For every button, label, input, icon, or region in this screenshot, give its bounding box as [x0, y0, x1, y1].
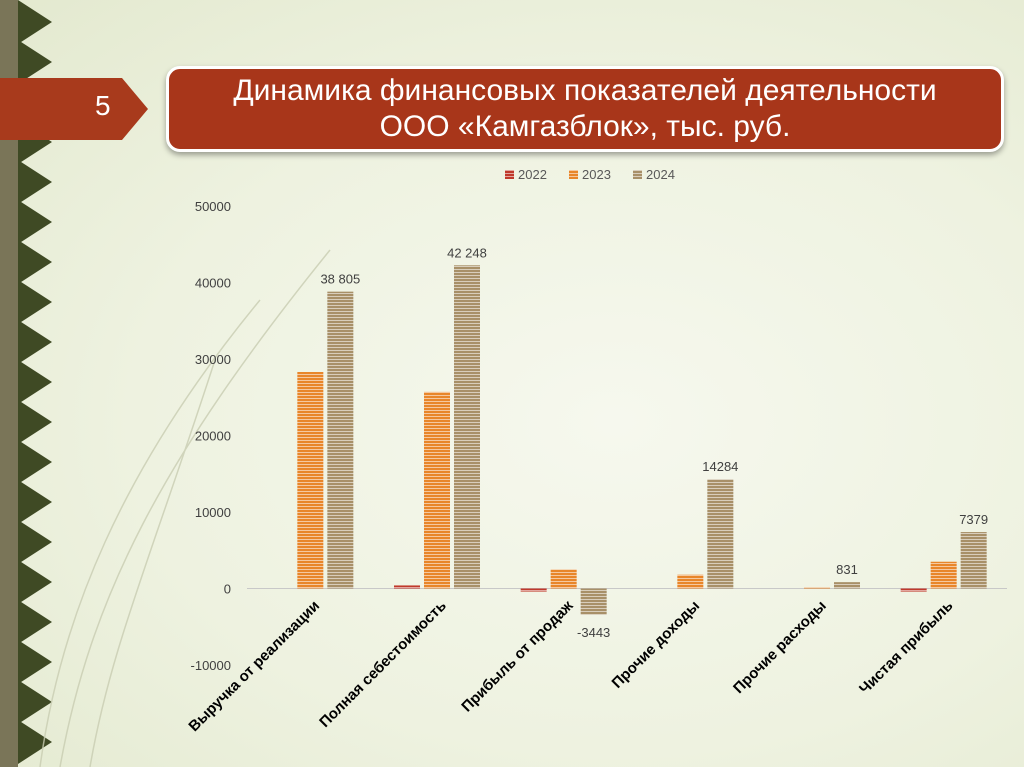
- legend-label: 2023: [582, 167, 611, 182]
- bar-2024: [454, 265, 480, 589]
- y-tick-label: 0: [224, 582, 231, 597]
- bar-2024: [960, 532, 987, 589]
- decor-triangle: [18, 680, 52, 724]
- data-label: 831: [836, 562, 858, 577]
- data-label: 7379: [959, 512, 988, 527]
- decor-triangle: [18, 520, 52, 564]
- bar-2023: [424, 391, 450, 589]
- decor-triangle: [18, 40, 52, 84]
- bar-2023: [930, 561, 957, 589]
- page-title-line-2: ООО «Камгазблок», тыс. руб.: [379, 110, 791, 143]
- title-box: Динамика финансовых показателей деятельн…: [166, 66, 1004, 152]
- data-label: -3443: [577, 625, 610, 640]
- data-label: 42 248: [447, 245, 487, 260]
- decor-triangle: [18, 600, 52, 644]
- decor-triangle: [18, 160, 52, 204]
- y-tick-label: 20000: [195, 429, 231, 444]
- legend-label: 2024: [646, 167, 675, 182]
- bar-2023: [297, 372, 324, 589]
- bar-2022: [394, 585, 420, 589]
- bar-2023: [550, 569, 577, 589]
- decor-triangle: [18, 360, 52, 404]
- legend-swatch-2024: [633, 170, 642, 179]
- data-label: 14284: [702, 459, 738, 474]
- decor-triangle: [18, 240, 52, 284]
- decor-triangle: [18, 320, 52, 364]
- category-label: Прочие расходы: [730, 597, 830, 697]
- bar-2022: [520, 588, 547, 592]
- category-label: Чистая прибыль: [856, 597, 956, 697]
- decor-triangle: [18, 0, 52, 44]
- decor-triangle: [18, 480, 52, 524]
- page-title-line-1: Динамика финансовых показателей деятельн…: [233, 74, 937, 107]
- legend-swatch-2022: [505, 170, 514, 179]
- y-tick-label: -10000: [191, 658, 231, 673]
- decor-triangle: [18, 440, 52, 484]
- legend-swatch-2023: [569, 170, 578, 179]
- slide-number-tab: [0, 78, 148, 140]
- legend-label: 2022: [518, 167, 547, 182]
- y-tick-label: 30000: [195, 352, 231, 367]
- bar-2023: [804, 587, 830, 589]
- bar-2024: [327, 291, 354, 589]
- decor-triangle: [18, 200, 52, 244]
- slide-number: 5: [95, 90, 111, 121]
- category-label: Прочие доходы: [609, 597, 704, 692]
- y-tick-label: 10000: [195, 505, 231, 520]
- decor-curve: [89, 359, 216, 767]
- bar-2023: [677, 574, 704, 589]
- decor-curve: [39, 299, 261, 767]
- decor-triangle: [18, 400, 52, 444]
- category-label: Прибыль от продаж: [458, 597, 576, 715]
- category-label: Полная себестоимость: [316, 597, 450, 731]
- bar-2024: [707, 479, 734, 589]
- bar-2024: [580, 588, 607, 615]
- bar-2024: [834, 582, 860, 589]
- decor-triangle: [18, 640, 52, 684]
- bar-2022: [900, 588, 927, 592]
- y-tick-label: 40000: [195, 276, 231, 291]
- y-tick-label: 50000: [195, 199, 231, 214]
- decor-triangle: [18, 720, 52, 764]
- decor-curve: [59, 249, 331, 767]
- data-label: 38 805: [320, 272, 360, 287]
- decor-triangle: [18, 560, 52, 604]
- left-decor-strip: [0, 0, 18, 767]
- decor-triangle: [18, 280, 52, 324]
